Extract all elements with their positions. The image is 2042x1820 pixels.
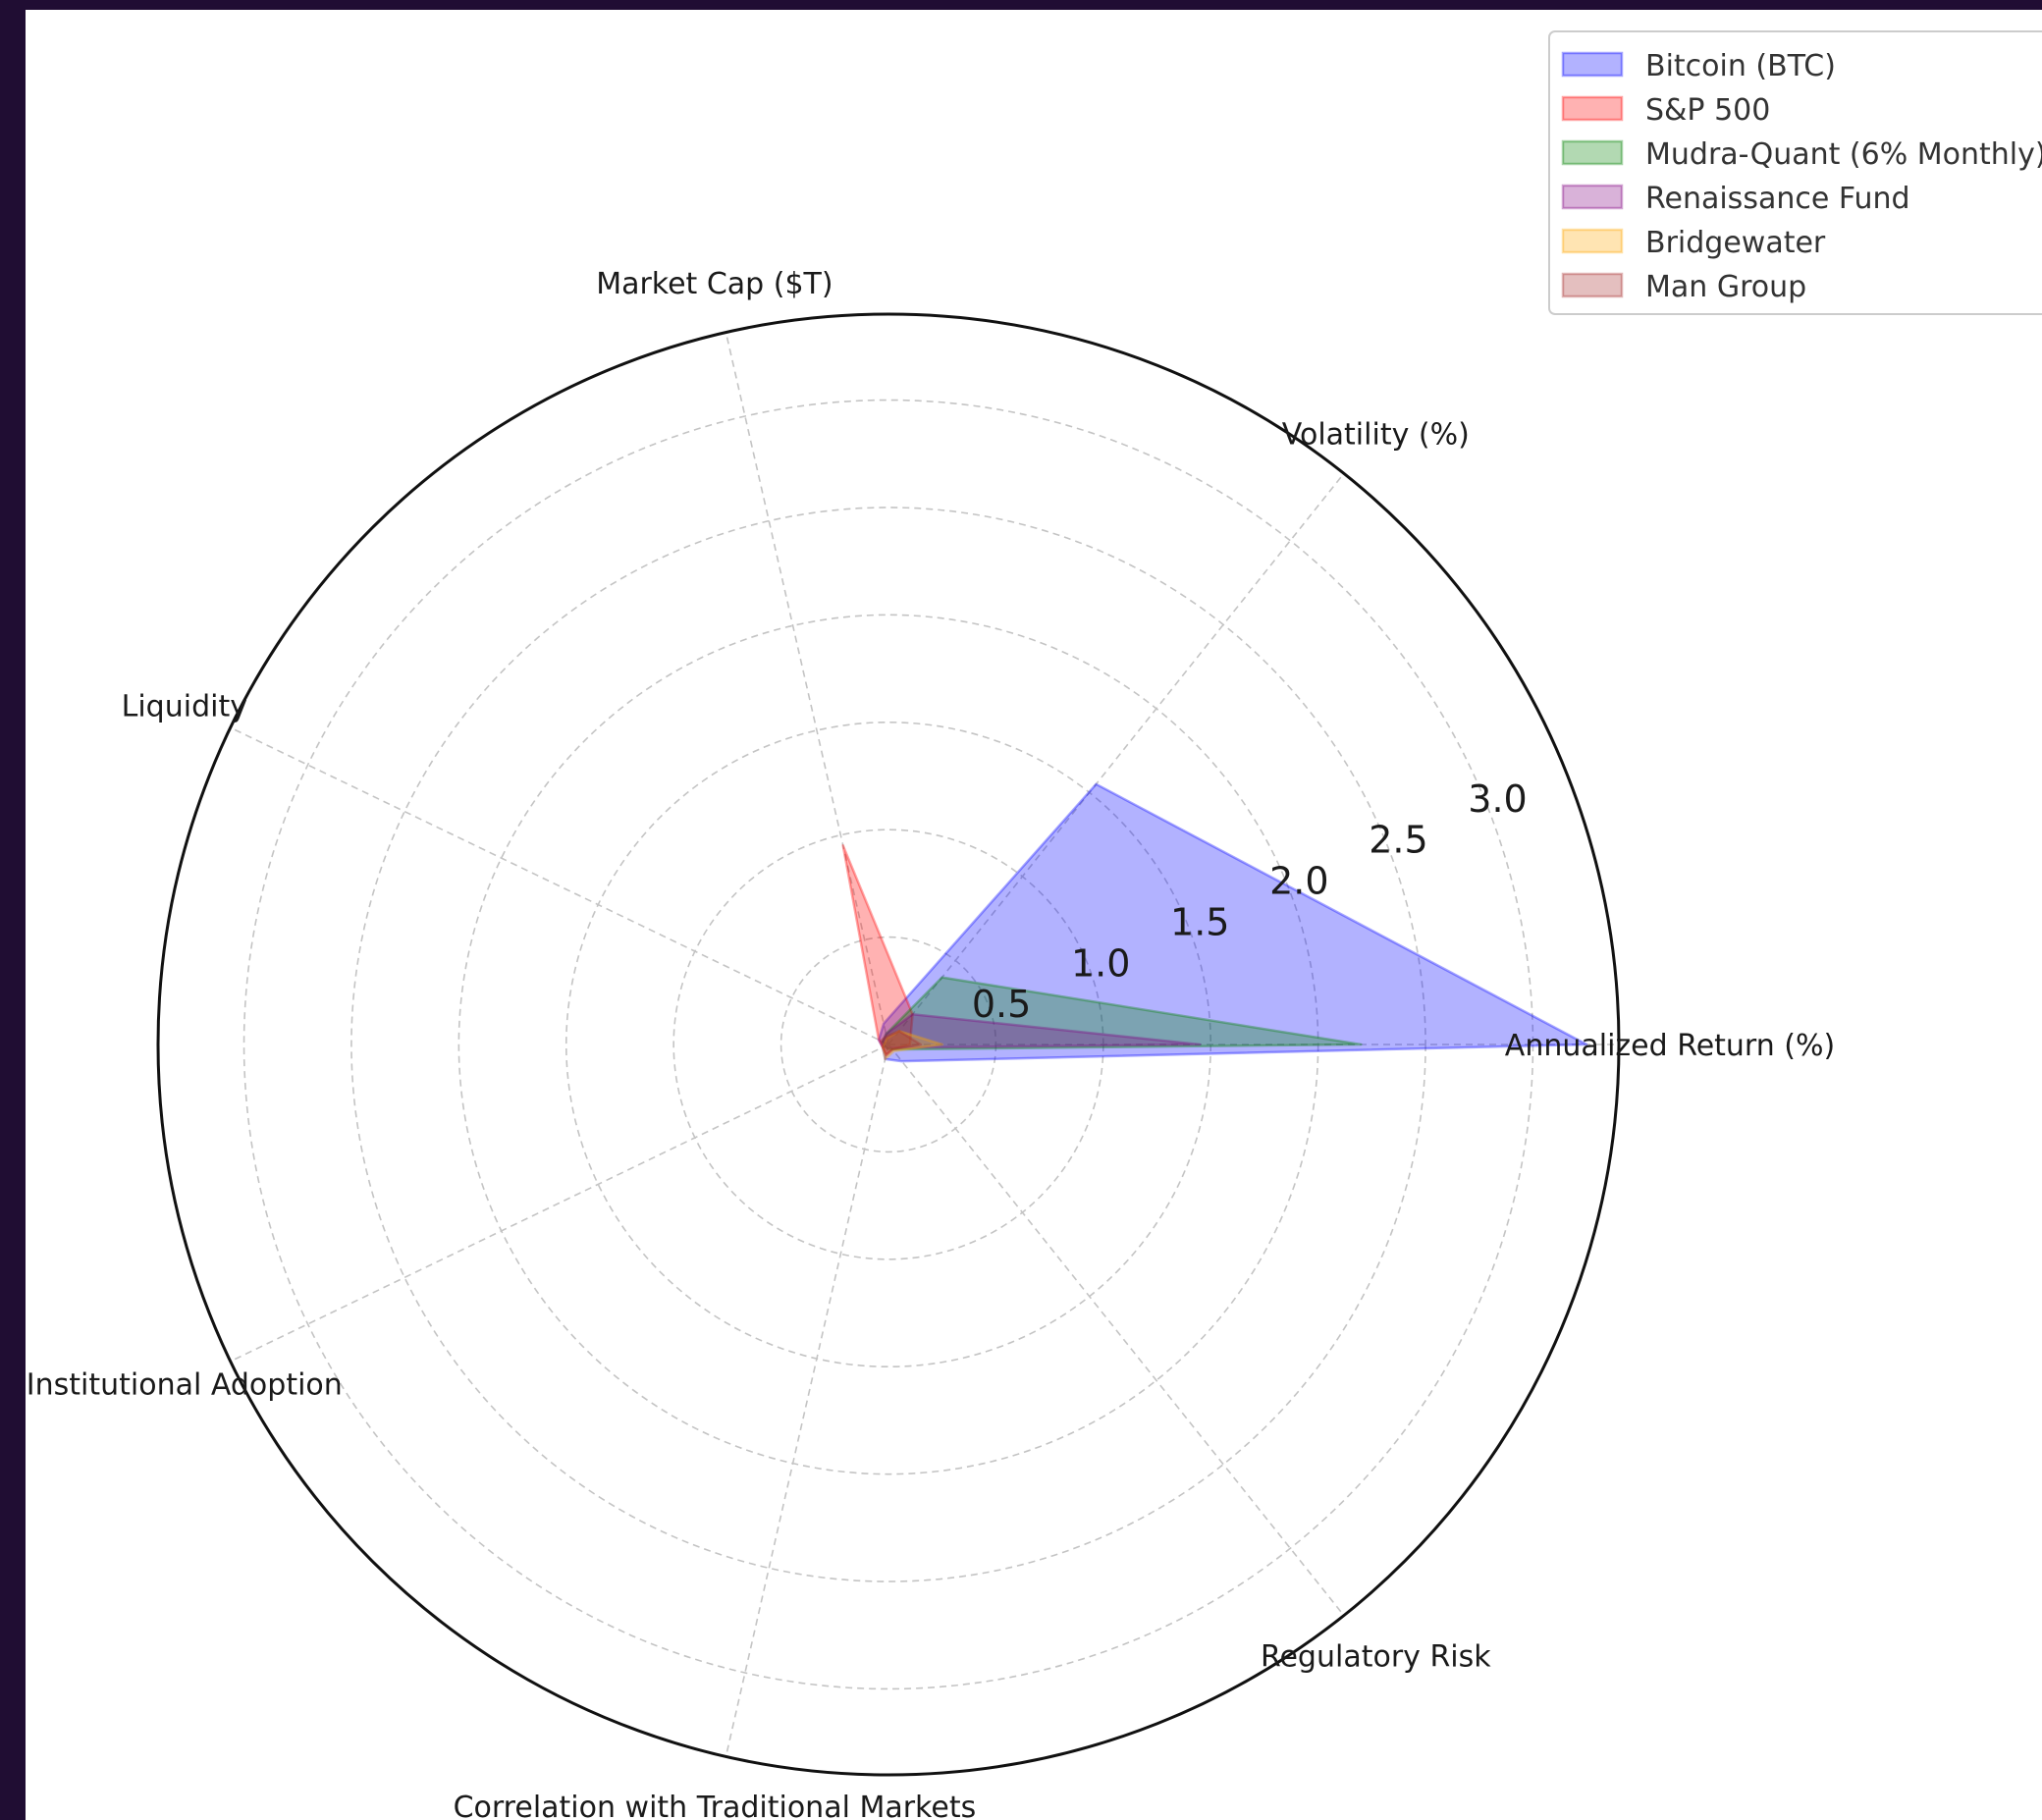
grid-ring xyxy=(350,507,1426,1582)
legend-swatch xyxy=(1561,184,1624,210)
axis-spoke xyxy=(230,1044,889,1363)
series-polygon-bitcoin-btc xyxy=(877,782,1588,1063)
radial-tick-label: 1.0 xyxy=(1071,941,1130,985)
series-polygon-renaissance-fund xyxy=(881,1012,1202,1050)
grid-ring xyxy=(242,399,1534,1690)
radial-tick-label: 2.0 xyxy=(1269,860,1328,903)
axis-label: Regulatory Risk xyxy=(1261,1639,1491,1674)
legend: Bitcoin (BTC) S&P 500 Mudra-Quant (6% Mont… xyxy=(1548,30,2042,315)
axis-label: Institutional Adoption xyxy=(27,1367,343,1402)
series-polygon-s-p-500 xyxy=(841,844,914,1056)
legend-box xyxy=(1548,30,2042,315)
outer-frame-layer xyxy=(156,312,1621,1777)
axis-label: Correlation with Traditional Markets xyxy=(454,1791,977,1820)
radial-tick-label: 2.5 xyxy=(1369,819,1427,862)
radial-tick-label: 1.5 xyxy=(1170,900,1229,943)
axis-spoke xyxy=(887,472,1345,1045)
legend-label: Bitcoin (BTC) xyxy=(1645,49,1836,83)
axis-label: Liquidity xyxy=(122,690,247,724)
legend-label: Mudra-Quant (6% Monthly) xyxy=(1645,137,2042,172)
radar-chart: 0.5 1.0 1.5 2.0 2.5 3.0 Annualized Return (%) V… xyxy=(27,30,2042,1820)
axis-label: Volatility (%) xyxy=(1282,418,1470,453)
legend-swatch xyxy=(1561,272,1624,298)
series-polygon-bridgewater xyxy=(881,1030,943,1061)
legend-swatch xyxy=(1561,228,1624,254)
radial-tick-label: 0.5 xyxy=(972,983,1031,1026)
grid-layer xyxy=(230,332,1619,1757)
axis-spoke xyxy=(887,1044,1345,1617)
legend-label: Renaissance Fund xyxy=(1645,182,1910,216)
series-polygon-mudra-quant-6-monthly xyxy=(881,976,1363,1051)
radar-outer-frame xyxy=(156,312,1621,1777)
chart-figure: 0.5 1.0 1.5 2.0 2.5 3.0 Annualized Return (%) V… xyxy=(26,10,2042,1820)
legend-swatch xyxy=(1561,95,1624,122)
legend-label: S&P 500 xyxy=(1645,93,1770,128)
legend-swatch xyxy=(1561,51,1624,78)
series-layer xyxy=(841,782,1588,1063)
axis-label: Annualized Return (%) xyxy=(1505,1029,1835,1063)
series-polygon-man-group xyxy=(879,1030,923,1056)
legend-label: Bridgewater xyxy=(1645,226,1826,260)
axis-spoke xyxy=(230,726,889,1045)
radial-tick-label: 3.0 xyxy=(1468,777,1527,821)
label-layer: 0.5 1.0 1.5 2.0 2.5 3.0 Annualized Return (%) V… xyxy=(27,267,1835,1820)
legend-label: Man Group xyxy=(1645,270,1806,304)
axis-label: Market Cap ($T) xyxy=(596,267,833,301)
axis-spoke xyxy=(725,332,889,1045)
legend-swatch xyxy=(1561,139,1624,166)
axis-spoke xyxy=(725,1044,889,1757)
